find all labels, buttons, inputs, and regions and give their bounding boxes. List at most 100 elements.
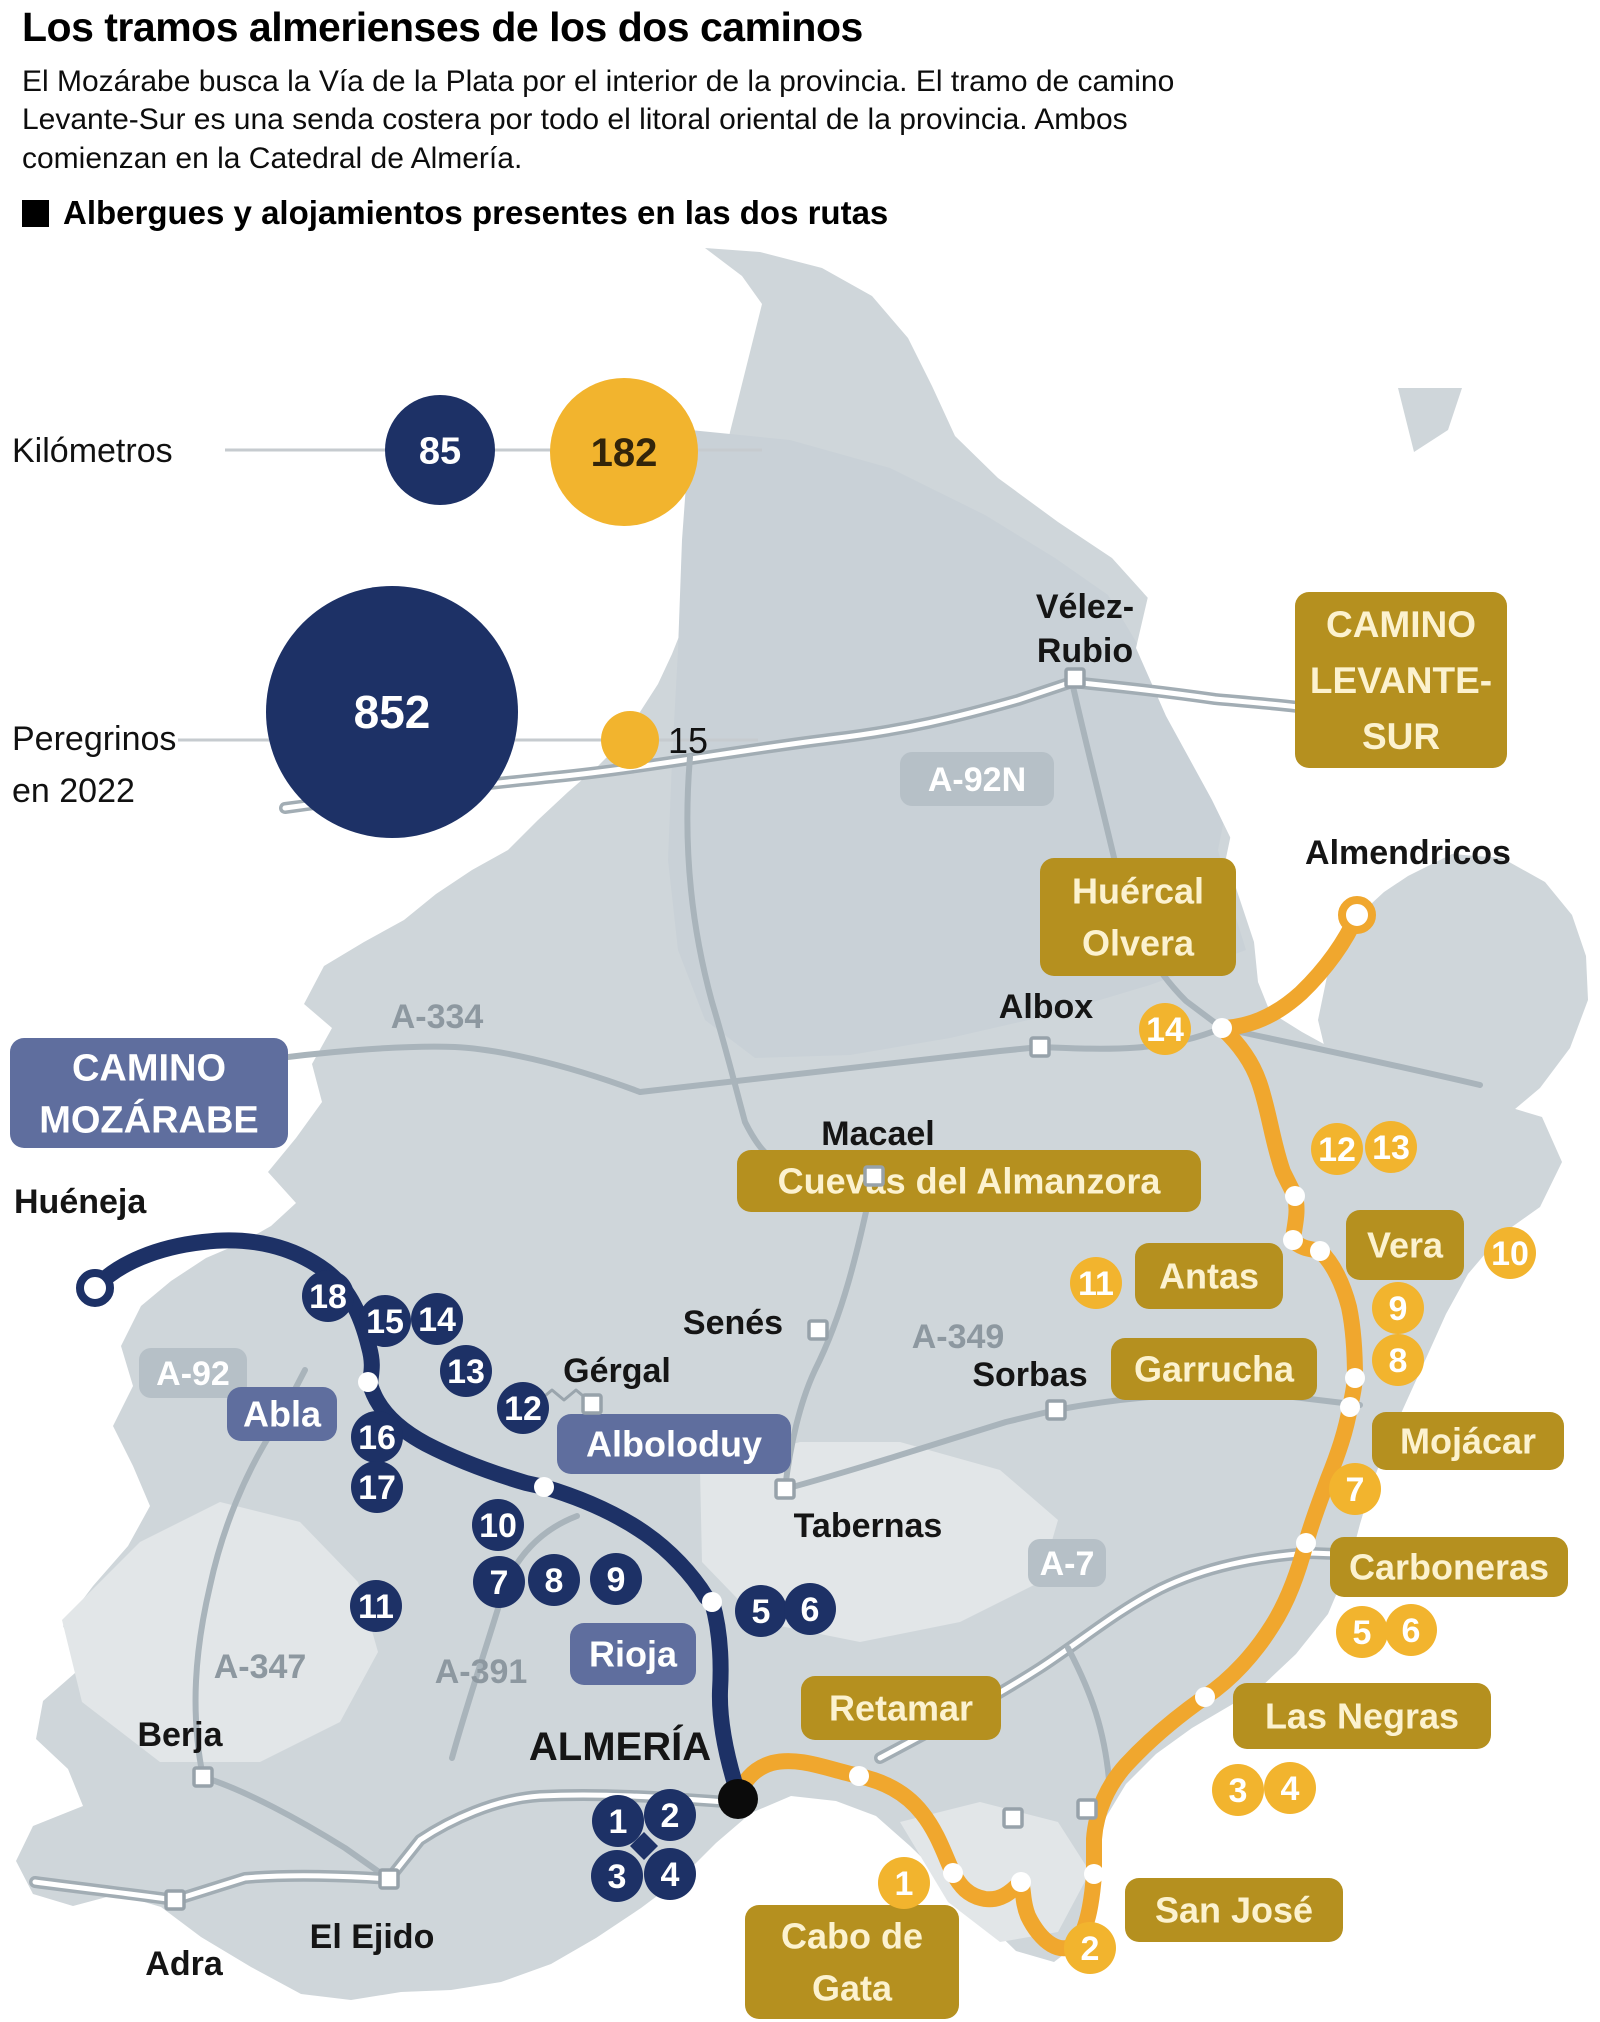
levante-stop-8 — [1372, 1334, 1424, 1386]
levante-stop-12 — [1311, 1123, 1363, 1175]
mozarabe-stop-7 — [473, 1556, 525, 1608]
road-name-a347: A-347 — [214, 1648, 307, 1686]
mozarabe-stop-6-number: 6 — [801, 1591, 820, 1629]
mozarabe-stop-5 — [735, 1585, 787, 1637]
levante-stop-6 — [1385, 1604, 1437, 1656]
road-name-a334: A-334 — [391, 998, 484, 1036]
town-marker-cabo-de-gata-town — [1002, 1807, 1024, 1829]
levante-stop-14-number: 14 — [1146, 1011, 1184, 1049]
levante-stop-12-number: 12 — [1318, 1131, 1356, 1169]
chart-row-label-0: Kilómetros — [12, 432, 173, 470]
road-pill-a7-label: A-7 — [1040, 1545, 1095, 1583]
route-start-hueneja-start — [76, 1269, 114, 1307]
levante-stop-9-number: 9 — [1389, 1290, 1408, 1328]
levante-waypoint-10 — [943, 1863, 963, 1883]
town-marker-san-jose-town — [1076, 1798, 1098, 1820]
place-label-mojacar-text: Mojácar — [1400, 1421, 1536, 1462]
town-marker-senes — [807, 1319, 829, 1341]
mozarabe-stop-8-number: 8 — [545, 1562, 564, 1600]
chart-value-852: 852 — [354, 686, 431, 738]
mozarabe-stop-15-number: 15 — [366, 1303, 404, 1341]
levante-stop-4-number: 4 — [1281, 1770, 1300, 1808]
mozarabe-stop-9 — [590, 1553, 642, 1605]
mozarabe-stop-2 — [644, 1789, 696, 1841]
levante-stop-10 — [1484, 1227, 1536, 1279]
mozarabe-stop-13 — [440, 1345, 492, 1397]
land-patch-se — [900, 1802, 1090, 1942]
header: Los tramos almerienses de los dos camino… — [22, 4, 1252, 232]
section-bullet-icon — [22, 199, 49, 227]
mozarabe-stop-17-number: 17 — [358, 1469, 396, 1507]
mozarabe-stop-11-number: 11 — [358, 1588, 394, 1626]
road-a347 — [192, 1367, 308, 1780]
levante-stop-1 — [878, 1857, 930, 1909]
town-label-tabernas: Tabernas — [794, 1507, 943, 1545]
page-title: Los tramos almerienses de los dos camino… — [22, 4, 863, 50]
route-label-camino-mozarabe-label-text: CAMINO MOZÁRABE — [39, 1047, 259, 1141]
chart-bubble-852 — [266, 586, 518, 838]
town-label-sorbas: Sorbas — [972, 1356, 1087, 1394]
mozarabe-stop-16 — [351, 1411, 403, 1463]
mozarabe-stop-2-number: 2 — [661, 1797, 680, 1835]
mozarabe-stop-14 — [411, 1293, 463, 1345]
road-coast-west — [32, 1792, 728, 1903]
place-label-rioja-text: Rioja — [589, 1634, 678, 1675]
mozarabe-stop-10-number: 10 — [479, 1507, 517, 1545]
town-label-adra: Adra — [145, 1945, 224, 1983]
levante-stop-11-number: 11 — [1078, 1265, 1114, 1303]
town-label-velez-rubio: Vélez-Rubio — [1036, 588, 1134, 670]
land-ne-corner — [1398, 388, 1462, 452]
place-label-garrucha — [1111, 1338, 1317, 1400]
route-label-camino-mozarabe-label — [10, 1038, 288, 1148]
place-label-cuevas — [737, 1150, 1201, 1212]
mozarabe-stop-3-number: 3 — [608, 1858, 627, 1896]
town-label-albox: Albox — [999, 988, 1094, 1026]
town-label-macael: Macael — [821, 1115, 934, 1153]
town-marker-tabernas — [774, 1478, 796, 1500]
place-label-cabo-de-gata-text: Cabo de Gata — [781, 1916, 923, 2009]
mozarabe-stop-1 — [592, 1795, 644, 1847]
place-label-antas-text: Antas — [1159, 1256, 1259, 1297]
town-label-el-ejido: El Ejido — [310, 1918, 435, 1956]
place-label-huercal-olvera — [1040, 858, 1236, 976]
levante-stop-2-number: 2 — [1081, 1930, 1100, 1968]
town-marker-velez-rubio — [1064, 667, 1086, 689]
levante-stop-2 — [1064, 1922, 1116, 1974]
route-start-almendricos-start — [1338, 896, 1376, 934]
place-label-cuevas-text: Cuevas del Almanzora — [778, 1161, 1162, 1202]
place-label-vera — [1346, 1210, 1464, 1280]
levante-waypoint-0 — [1212, 1018, 1232, 1038]
levante-waypoint-4 — [1345, 1368, 1365, 1388]
place-label-las-negras — [1233, 1683, 1491, 1749]
levante-stop-11 — [1070, 1257, 1122, 1309]
mozarabe-stop-7-number: 7 — [490, 1564, 509, 1602]
road-a92n — [282, 679, 1463, 811]
section-title: Albergues y alojamientos presentes en la… — [63, 194, 889, 232]
mozarabe-stop-14-number: 14 — [418, 1301, 456, 1339]
levante-waypoint-1 — [1285, 1186, 1305, 1206]
mozarabe-stop-9-number: 9 — [607, 1561, 626, 1599]
road-berja-ejido — [200, 1774, 392, 1882]
road-pill-a7 — [1028, 1539, 1106, 1587]
town-label-berja: Berja — [137, 1716, 223, 1754]
mozarabe-stop-6 — [784, 1583, 836, 1635]
mozarabe-waypoint-0 — [358, 1372, 378, 1392]
place-label-abla — [227, 1387, 337, 1441]
chart-row-label-1: en 2022 — [12, 772, 135, 810]
page-subtitle: El Mozárabe busca la Vía de la Plata por… — [22, 65, 1175, 175]
road-name-a349: A-349 — [912, 1318, 1005, 1356]
place-label-vera-text: Vera — [1367, 1225, 1444, 1266]
town-marker-gergal — [581, 1393, 603, 1415]
mozarabe-stop-5-number: 5 — [752, 1593, 771, 1631]
town-marker-sorbas — [1045, 1399, 1067, 1421]
levante-waypoint-6 — [1296, 1533, 1316, 1553]
levante-waypoint-9 — [1011, 1872, 1031, 1892]
town-label-hueneja: Huéneja — [14, 1183, 147, 1221]
mozarabe-stop-8 — [528, 1554, 580, 1606]
levante-waypoint-2 — [1283, 1230, 1303, 1250]
mountain-ridge-icon — [538, 1388, 590, 1402]
levante-stop-13 — [1365, 1121, 1417, 1173]
place-label-san-jose-text: San José — [1155, 1890, 1313, 1931]
levante-stop-5-number: 5 — [1353, 1614, 1372, 1652]
